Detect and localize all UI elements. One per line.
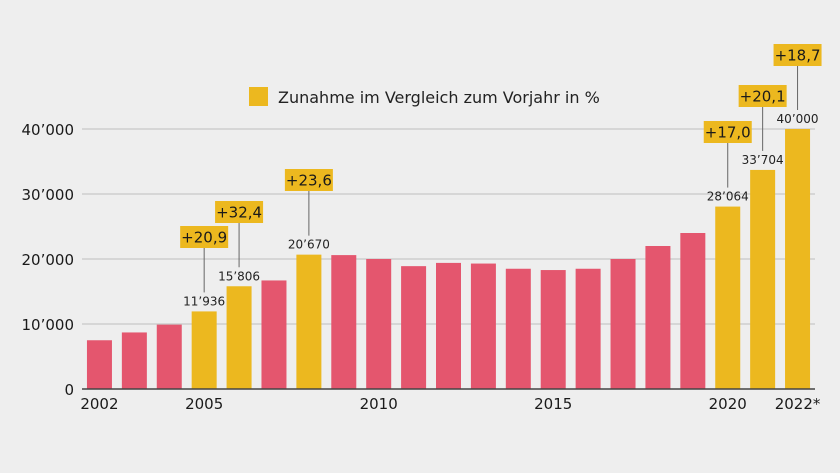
y-axis-ticks: 0 10’000 20’000 30’000 40’000 xyxy=(22,121,75,399)
legend-label: Zunahme im Vergleich zum Vorjahr in % xyxy=(278,88,600,107)
bar-2003 xyxy=(121,332,147,389)
change-label: +17,0 xyxy=(705,124,751,142)
bar-2013 xyxy=(470,263,496,389)
change-label: +18,7 xyxy=(775,47,821,65)
x-tick-label: 2005 xyxy=(185,395,223,413)
value-label: 20’670 xyxy=(288,238,330,252)
bar-2011 xyxy=(401,266,427,389)
legend-swatch xyxy=(249,87,268,106)
bar-2010 xyxy=(366,259,392,389)
change-box xyxy=(703,121,752,143)
change-label: +20,9 xyxy=(181,229,227,247)
bar-2004 xyxy=(156,324,182,389)
value-label: 15’806 xyxy=(218,269,260,283)
bar-2007 xyxy=(261,280,287,389)
callouts: 11’936 +20,9 15’806 +32,4 20’670 +23,6 28’064 +… xyxy=(180,44,822,308)
x-axis-ticks: 2002 2005 2010 2015 2020 2022* xyxy=(80,395,821,413)
change-label: +23,6 xyxy=(286,172,332,190)
bar-2019 xyxy=(680,233,706,389)
x-tick-label: 2010 xyxy=(360,395,398,413)
change-box xyxy=(738,85,787,107)
x-tick-label: 2015 xyxy=(534,395,572,413)
value-label: 28’064 xyxy=(707,190,749,204)
bar-2005 xyxy=(191,311,217,389)
bar-2012 xyxy=(436,262,461,389)
bar-2020 xyxy=(715,206,741,389)
y-tick-label: 30’000 xyxy=(22,186,75,204)
y-tick-label: 20’000 xyxy=(22,251,75,269)
x-tick-label: 2020 xyxy=(709,395,747,413)
bar-2022 xyxy=(785,129,811,389)
x-tick-label: 2002 xyxy=(80,395,118,413)
change-box xyxy=(215,201,264,223)
bar-2016 xyxy=(575,268,601,389)
bars xyxy=(86,129,811,389)
y-tick-label: 10’000 xyxy=(22,316,75,334)
change-box xyxy=(284,169,333,191)
bar-2014 xyxy=(505,268,531,389)
change-label: +20,1 xyxy=(740,88,786,106)
legend: Zunahme im Vergleich zum Vorjahr in % xyxy=(249,87,600,107)
bar-2015 xyxy=(540,270,566,389)
value-label: 11’936 xyxy=(183,294,225,308)
bar-2008 xyxy=(296,254,322,389)
bar-2021 xyxy=(750,169,776,389)
change-label: +32,4 xyxy=(216,204,262,222)
bar-2018 xyxy=(645,246,671,389)
change-box xyxy=(773,44,822,66)
bar-2002 xyxy=(86,340,112,389)
y-tick-label: 40’000 xyxy=(22,121,75,139)
bar-2017 xyxy=(610,259,636,389)
change-box xyxy=(180,226,229,248)
bar-2006 xyxy=(226,286,252,389)
bar-2009 xyxy=(331,255,357,389)
value-label: 33’704 xyxy=(742,153,784,167)
x-tick-label: 2022* xyxy=(775,395,821,413)
y-tick-label: 0 xyxy=(64,381,74,399)
value-label: 40’000 xyxy=(777,112,819,126)
